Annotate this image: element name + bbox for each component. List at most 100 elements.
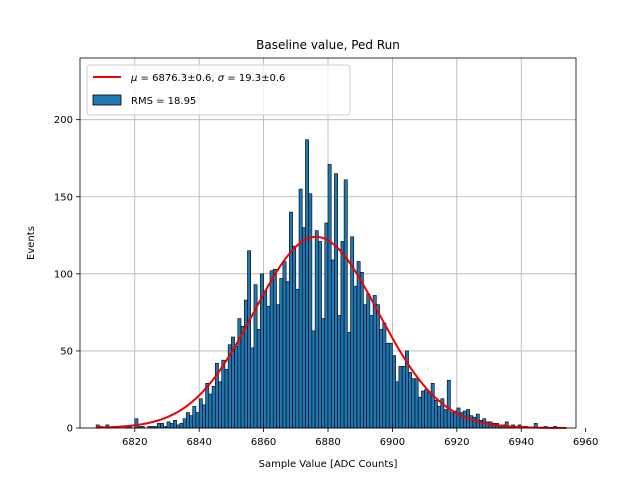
histogram-bar <box>179 423 184 429</box>
x-axis-ticks: 6820 6840 6860 6880 6900 6920 6940 6960 <box>122 428 598 448</box>
histogram-bar <box>211 386 216 429</box>
histogram-bar <box>392 355 396 429</box>
y-tick-label: 150 <box>54 192 73 203</box>
histogram-bars <box>95 139 557 429</box>
x-tick-label: 6840 <box>186 437 211 448</box>
histogram-bar <box>340 241 345 429</box>
legend-box <box>86 64 351 116</box>
histogram-bar <box>359 271 364 429</box>
chart-title: Baseline value, Ped Run <box>256 38 400 52</box>
histogram-bar <box>182 418 187 429</box>
y-axis-ticks: 0 50 100 150 200 <box>54 115 80 435</box>
histogram-bar <box>305 139 309 429</box>
histogram-bar <box>385 342 390 429</box>
histogram-bar <box>347 332 351 429</box>
histogram-bar <box>276 304 280 429</box>
y-tick-label: 0 <box>67 424 73 435</box>
histogram-bar <box>334 173 338 429</box>
histogram-bar <box>379 329 384 429</box>
histogram-bar <box>192 406 197 429</box>
histogram-bar <box>173 419 177 429</box>
histogram-bar <box>308 193 313 429</box>
histogram-bar <box>450 412 454 429</box>
histogram-bar <box>256 329 261 429</box>
histogram-bar <box>398 366 403 429</box>
histogram-bar <box>272 268 277 429</box>
histogram-bar <box>292 245 297 429</box>
histogram-bar <box>446 379 451 429</box>
histogram-bar <box>417 396 422 429</box>
x-tick-label: 6920 <box>444 437 469 448</box>
histogram-bar <box>266 305 271 429</box>
histogram-bar <box>337 315 342 429</box>
histogram-bar <box>198 398 203 429</box>
histogram-bar <box>353 285 358 429</box>
histogram-bar <box>327 164 332 429</box>
histogram-bar <box>343 179 348 429</box>
histogram-bar <box>356 261 361 429</box>
legend-mu-symbol: μ <box>130 73 137 84</box>
histogram-bar <box>185 412 190 429</box>
histogram-bar <box>443 409 448 429</box>
histogram-bar <box>424 389 429 429</box>
histogram-bar <box>363 304 367 429</box>
y-axis-label: Events <box>26 226 37 260</box>
histogram-bar <box>166 421 171 429</box>
histogram-bar <box>311 330 316 429</box>
histogram-bar <box>318 241 322 429</box>
histogram-bar <box>314 230 319 429</box>
histogram-bar <box>295 288 300 429</box>
histogram-bar <box>160 423 165 429</box>
histogram-bar <box>224 369 229 429</box>
histogram-bar <box>243 299 248 429</box>
histogram-bar <box>372 295 377 429</box>
legend-mu-value: = 6876.3±0.6, <box>137 73 217 84</box>
histogram-bar <box>221 359 226 429</box>
histogram-bar <box>205 382 210 429</box>
histogram-bar <box>195 412 200 429</box>
histogram-bar <box>189 415 194 429</box>
histogram-bar <box>321 318 326 429</box>
histogram-bar <box>469 415 474 429</box>
histogram-bar <box>456 407 461 429</box>
histogram-bar <box>269 270 274 429</box>
legend-sigma-symbol: σ <box>218 73 225 84</box>
y-tick-label: 100 <box>54 269 73 280</box>
histogram-bar <box>462 410 467 429</box>
histogram-bar <box>433 399 438 429</box>
histogram-bar <box>408 372 413 429</box>
histogram-bar <box>282 261 287 429</box>
histogram-bar <box>421 390 425 429</box>
histogram-bar <box>202 404 206 429</box>
legend-hist-label: RMS = 18.95 <box>131 96 196 107</box>
histogram-bar <box>324 222 329 429</box>
histogram-bar <box>134 418 139 429</box>
histogram-bar <box>240 325 245 429</box>
histogram-bar <box>218 381 223 429</box>
histogram-bar <box>285 281 290 429</box>
histogram-bar <box>289 211 293 429</box>
histogram-bar <box>279 278 284 429</box>
histogram-bar <box>382 322 387 429</box>
x-axis-label: Sample Value [ADC Counts] <box>259 459 398 470</box>
legend: μ = 6876.3±0.6, σ = 19.3±0.6 RMS = 18.95 <box>86 64 351 116</box>
y-tick-label: 50 <box>60 346 73 357</box>
x-tick-label: 6820 <box>122 437 147 448</box>
histogram-bar <box>472 416 477 429</box>
histogram-bar <box>366 293 371 429</box>
x-tick-label: 6860 <box>251 437 276 448</box>
y-tick-label: 200 <box>54 115 73 126</box>
histogram-bar <box>301 227 306 429</box>
histogram-bar <box>437 406 442 429</box>
histogram-bar <box>427 392 432 429</box>
histogram-bar <box>234 345 239 429</box>
x-tick-label: 6880 <box>315 437 340 448</box>
histogram-bar <box>414 378 419 429</box>
x-tick-label: 6940 <box>509 437 534 448</box>
histogram-bar <box>430 382 435 429</box>
legend-hist-patch <box>92 94 122 106</box>
histogram-bar <box>250 347 255 429</box>
histogram-bar <box>247 250 252 429</box>
histogram-bar <box>263 290 268 429</box>
